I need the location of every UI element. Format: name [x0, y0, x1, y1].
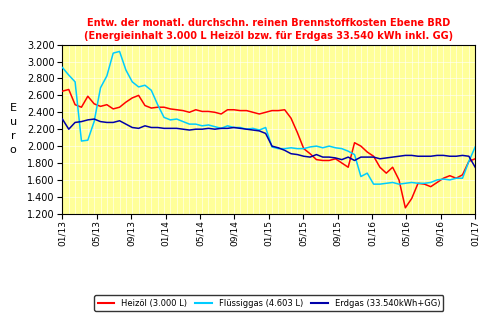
- Legend: Heizöl (3.000 L), Flüssiggas (4.603 L), Erdgas (33.540kWh+GG): Heizöl (3.000 L), Flüssiggas (4.603 L), …: [94, 295, 444, 311]
- Title: Entw. der monatl. durchschn. reinen Brennstoffkosten Ebene BRD
(Energieinhalt 3.: Entw. der monatl. durchschn. reinen Bren…: [84, 18, 454, 41]
- Y-axis label: E
u
r
o: E u r o: [10, 103, 17, 155]
